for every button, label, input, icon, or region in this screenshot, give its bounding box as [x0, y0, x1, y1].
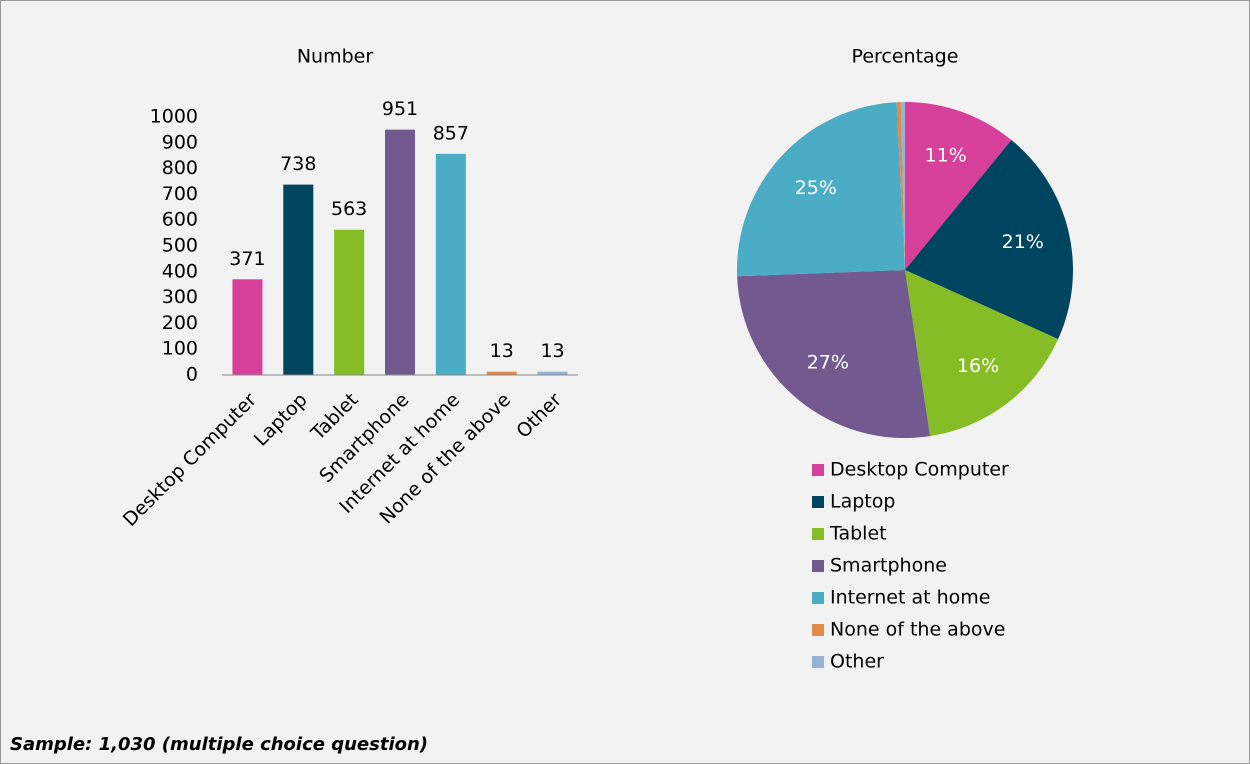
- data-label: 13: [490, 340, 514, 362]
- legend-swatch: [812, 496, 824, 508]
- legend-label: None of the above: [830, 619, 1005, 641]
- y-tick-label: 900: [162, 131, 198, 153]
- legend-swatch: [812, 656, 824, 668]
- data-label: 11%: [925, 145, 967, 167]
- y-tick-label: 700: [162, 183, 198, 205]
- chart-title: Number: [297, 46, 374, 68]
- pie-slice: [905, 139, 1073, 340]
- y-tick-label: 100: [162, 338, 198, 360]
- pie-slice: [737, 270, 931, 438]
- y-tick-label: 0: [186, 364, 198, 386]
- legend-label: Laptop: [830, 491, 895, 513]
- y-tick-label: 400: [162, 260, 198, 282]
- bar: [283, 184, 314, 375]
- legend-swatch: [812, 624, 824, 636]
- data-label: 25%: [795, 177, 837, 199]
- y-tick-label: 500: [162, 235, 198, 257]
- pie-slice: [896, 102, 905, 270]
- legend-label: Tablet: [829, 523, 887, 545]
- data-label: 21%: [1002, 231, 1044, 253]
- legend-swatch: [812, 592, 824, 604]
- legend-swatch: [812, 560, 824, 572]
- data-label: 371: [229, 248, 265, 270]
- data-label: 16%: [957, 355, 999, 377]
- legend-label: Internet at home: [830, 587, 990, 609]
- y-tick-label: 800: [162, 157, 198, 179]
- legend-label: Smartphone: [830, 555, 947, 577]
- chart-title: Percentage: [852, 46, 959, 68]
- pie-slice: [905, 270, 1059, 437]
- bar: [232, 279, 263, 375]
- y-tick-label: 200: [162, 312, 198, 334]
- footnote: Sample: 1,030 (multiple choice question): [10, 734, 428, 755]
- pie-slice: [900, 102, 905, 270]
- legend-label: Desktop Computer: [830, 459, 1009, 481]
- bar: [486, 371, 517, 375]
- pie-slice: [737, 102, 905, 277]
- pie-slice: [905, 102, 1012, 270]
- data-label: 857: [433, 122, 469, 144]
- bar: [435, 153, 466, 375]
- data-label: 27%: [807, 352, 849, 374]
- bar: [537, 371, 568, 375]
- legend-swatch: [812, 464, 824, 476]
- data-label: 951: [382, 98, 418, 120]
- bar: [385, 129, 415, 375]
- y-tick-label: 1000: [150, 106, 198, 128]
- legend-label: Other: [830, 651, 884, 673]
- bar: [334, 229, 365, 375]
- data-label: 563: [331, 198, 367, 220]
- legend-swatch: [812, 528, 824, 540]
- y-tick-label: 300: [162, 286, 198, 308]
- data-label: 13: [540, 340, 564, 362]
- data-label: 738: [280, 153, 316, 175]
- y-tick-label: 600: [162, 209, 198, 231]
